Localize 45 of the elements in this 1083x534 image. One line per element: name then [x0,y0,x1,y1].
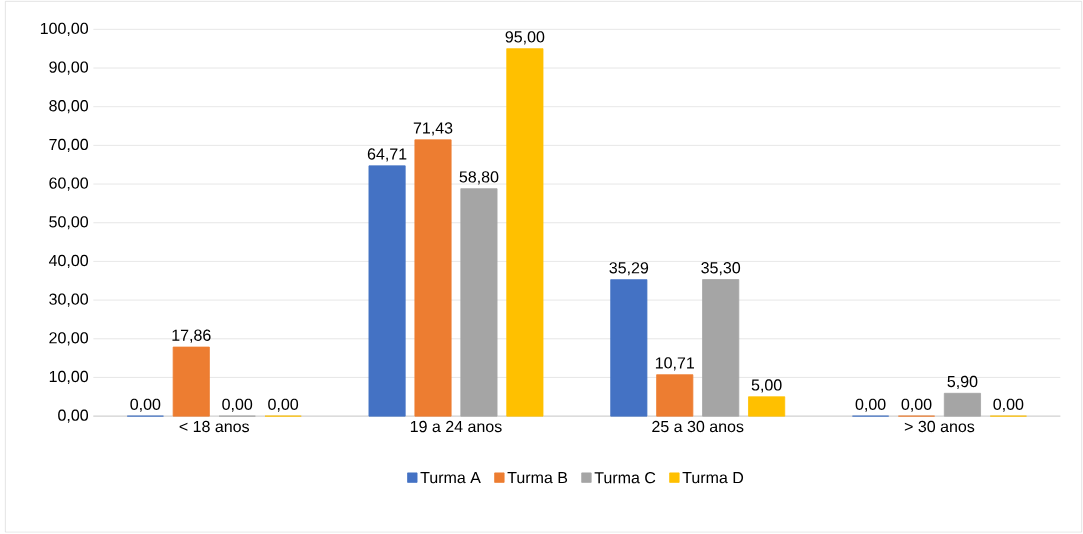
y-tick-label: 20,00 [49,332,89,346]
y-tick-label: 0,00 [58,409,89,423]
y-tick-label: 30,00 [49,293,89,307]
bar [610,279,648,417]
data-label: 0,00 [222,398,253,413]
bar [460,188,498,417]
y-tick-label: 90,00 [49,61,89,75]
x-tick-label: < 18 anos [179,421,250,433]
y-tick-label: 60,00 [49,177,89,191]
data-label: 71,43 [413,122,453,136]
bar [368,165,406,417]
y-tick-label: 50,00 [49,216,89,230]
x-tick-label: 25 a 30 anos [652,421,744,433]
data-label: 10,71 [655,357,694,371]
bar [702,279,740,417]
data-label: 35,29 [609,262,649,276]
data-label: 5,00 [751,379,782,393]
data-label: 58,80 [459,171,499,185]
bar [172,346,210,417]
legend-label: Turma D [682,472,744,484]
bar [943,393,981,417]
data-label: 0,00 [130,398,161,413]
legend-label: Turma C [594,472,656,484]
y-tick-label: 100,00 [40,22,89,37]
x-tick-label: 19 a 24 anos [410,421,502,433]
y-tick-label: 70,00 [49,139,89,153]
data-label: 0,00 [993,398,1024,413]
legend-label: Turma B [507,472,568,484]
bar [414,139,452,417]
bar [656,374,694,417]
data-label: 17,86 [172,329,211,344]
data-label: 0,00 [901,398,932,413]
y-tick-label: 80,00 [49,100,89,114]
bar [748,396,786,417]
legend-label: Turma A [420,472,481,484]
x-tick-label: > 30 anos [904,421,975,433]
data-label: 5,90 [947,376,978,390]
data-label: 95,00 [505,31,545,45]
data-label: 0,00 [855,398,886,413]
data-label: 64,71 [367,148,407,162]
y-tick-label: 40,00 [48,255,89,269]
y-tick-label: 10,00 [49,371,89,385]
bar [506,48,544,417]
data-label: 35,30 [701,262,741,276]
data-label: 0,00 [268,398,299,413]
